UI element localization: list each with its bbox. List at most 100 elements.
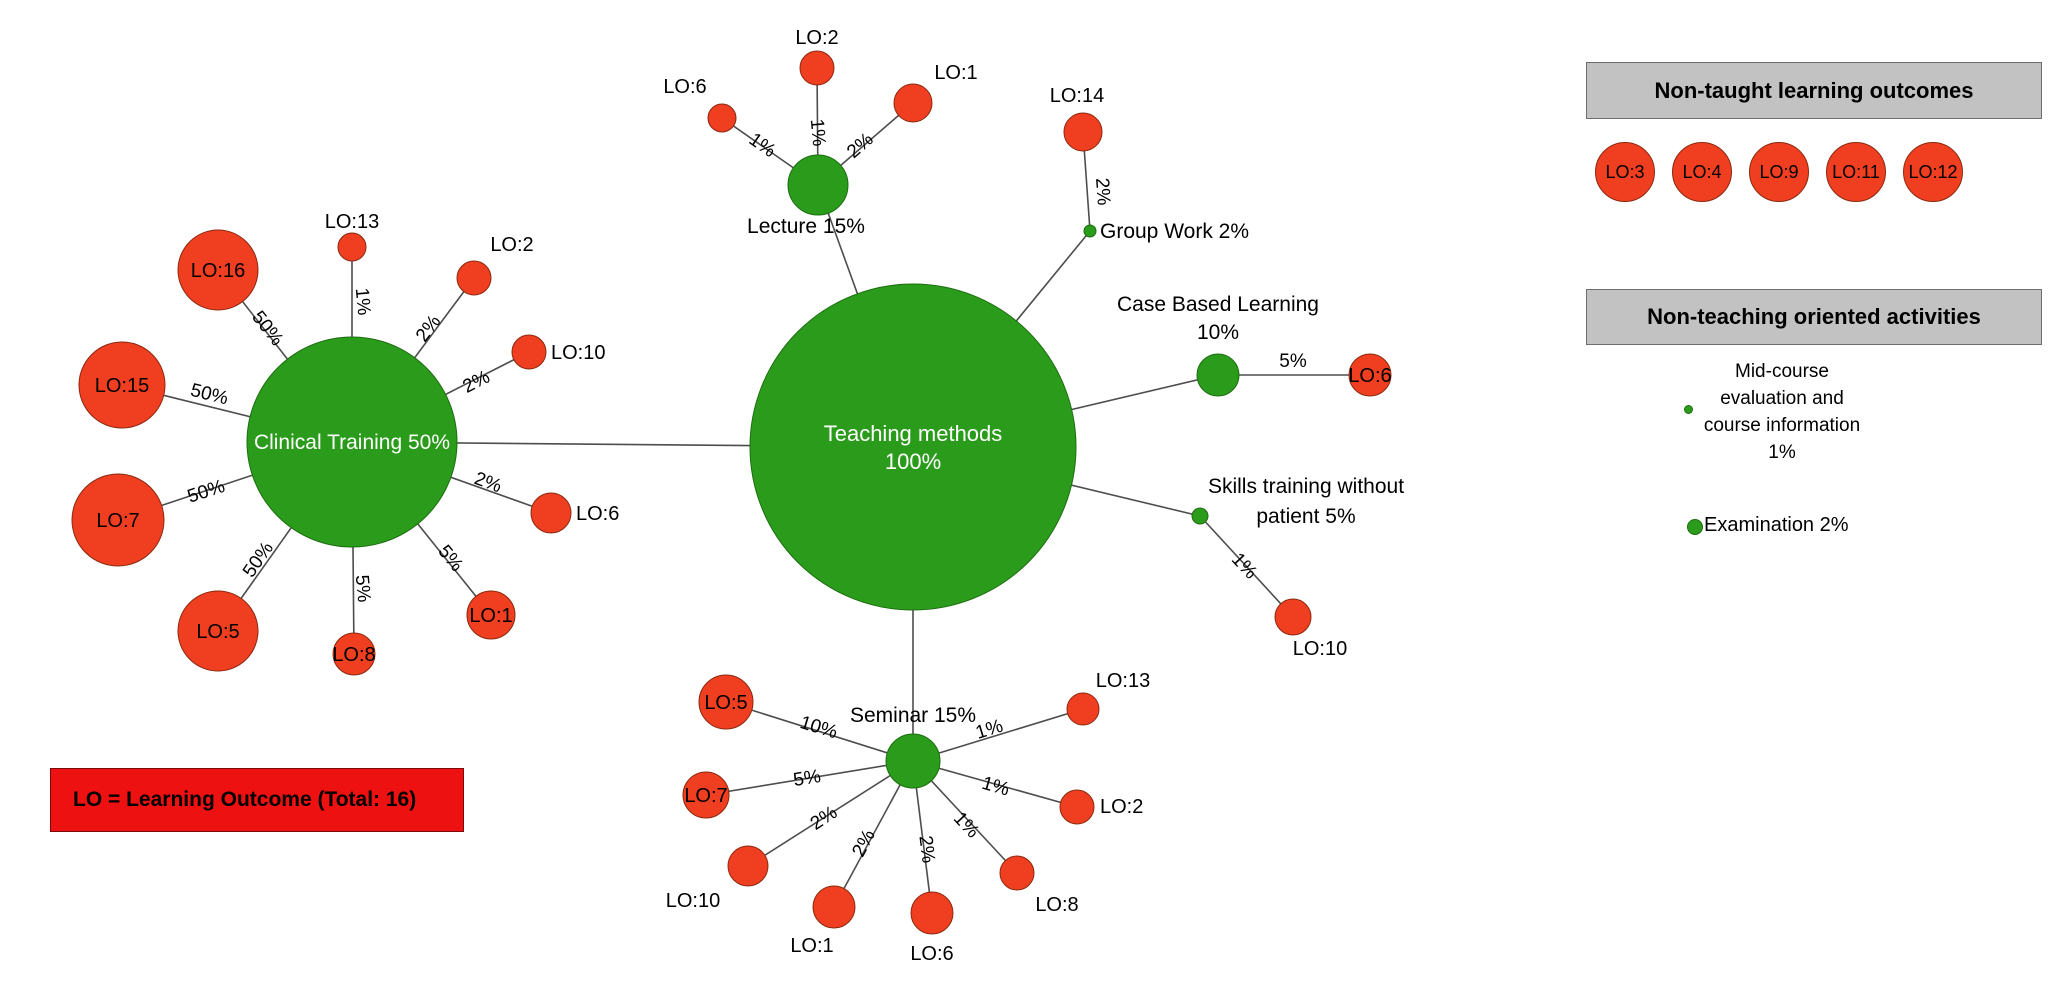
- label-groupwork: Group Work 2%: [1100, 220, 1249, 243]
- node-groupwork: [1083, 224, 1097, 238]
- label-lo8s: LO:8: [1035, 894, 1078, 916]
- edge-label-seminar-lo7s: 5%: [792, 766, 823, 791]
- edge-label-clinical-lo1c: 5%: [433, 541, 467, 576]
- label-lo15: LO:15: [95, 375, 149, 397]
- edge-label-clinical-lo5c: 50%: [239, 538, 278, 581]
- edge-label-seminar-lo8s: 1%: [949, 808, 983, 842]
- lo-circle-lo9: LO:9: [1749, 142, 1809, 202]
- edge-seminar-lo13s: [912, 708, 1084, 762]
- edge-seminar-lo2s: [912, 760, 1078, 808]
- label-lo6cb: LO:6: [1348, 365, 1391, 387]
- non-teaching-activities-header: Non-teaching oriented activities: [1586, 289, 2042, 345]
- label-cbl: Case Based Learning 10%: [1117, 293, 1319, 344]
- edge-label-clinical-lo8c: 5%: [351, 574, 374, 603]
- node-lecture: [787, 154, 849, 216]
- label-lo1l: LO:1: [934, 62, 977, 84]
- label-skills: Skills training without patient 5%: [1208, 475, 1404, 528]
- edge-label-seminar-lo10m: 2%: [807, 802, 842, 835]
- node-lo13c: [337, 232, 367, 262]
- label-lo6l: LO:6: [663, 76, 706, 98]
- lo-label: LO:3: [1605, 161, 1645, 182]
- lo-circle-lo3: LO:3: [1595, 142, 1655, 202]
- label-lo10m: LO:10: [666, 890, 720, 912]
- edge-label-skills-lo10s: 1%: [1227, 549, 1261, 583]
- label-lo1c: LO:1: [469, 605, 512, 627]
- edge-label-clinical-lo2c: 2%: [412, 311, 445, 346]
- node-lo5c: [177, 590, 259, 672]
- node-lo6c: [530, 492, 572, 534]
- node-lo13s: [1066, 692, 1100, 726]
- legend-box: LO = Learning Outcome (Total: 16): [50, 768, 464, 832]
- label-lo14: LO:14: [1050, 85, 1104, 107]
- label-lo10s: LO:10: [1293, 638, 1347, 660]
- node-lo7c: [71, 473, 165, 567]
- examination-dot-icon: [1687, 519, 1703, 535]
- edge-label-clinical-lo7c: 50%: [185, 476, 228, 508]
- label-lo2s: LO:2: [1100, 796, 1143, 818]
- edge-label-clinical-lo16: 50%: [247, 307, 287, 350]
- edge-label-cbl-lo6cb: 5%: [1279, 351, 1307, 372]
- label-lecture: Lecture 15%: [747, 215, 865, 238]
- edge-label-clinical-lo6c: 2%: [471, 468, 504, 497]
- node-lo8s: [999, 855, 1035, 891]
- edge-label-seminar-lo2s: 1%: [979, 773, 1011, 801]
- label-lo7c: LO:7: [96, 510, 139, 532]
- label-lo10c: LO:10: [551, 342, 605, 364]
- edge-label-seminar-lo5s: 10%: [797, 712, 840, 743]
- node-lo7s: [682, 771, 730, 819]
- label-lo8c: LO:8: [332, 644, 375, 666]
- label-clinical: Clinical Training 50%: [254, 431, 450, 454]
- edge-label-clinical-lo13c: 1%: [351, 287, 374, 316]
- edge-label-clinical-lo15: 50%: [188, 380, 230, 410]
- lo-label: LO:11: [1832, 161, 1880, 182]
- non-taught-lo-row: LO:3 LO:4 LO:9 LO:11 LO:12: [1595, 142, 1963, 202]
- edge-label-lecture-lo2l: 1%: [806, 118, 829, 147]
- node-lo15: [78, 341, 166, 429]
- node-cbl: [1196, 353, 1240, 397]
- node-lo14: [1063, 112, 1103, 152]
- edge-label-lecture-lo6l: 1%: [745, 129, 780, 162]
- label-lo6c: LO:6: [576, 503, 619, 525]
- edge-label-seminar-lo6s: 2%: [914, 834, 938, 864]
- node-clinical: [246, 336, 458, 548]
- edge-seminar-lo5s: [725, 701, 914, 762]
- edge-seminar-lo10m: [747, 760, 914, 867]
- midcourse-label: Mid-course evaluation and course informa…: [1703, 361, 1861, 463]
- node-lo10m: [727, 845, 769, 887]
- midcourse-dot-icon: [1684, 405, 1693, 414]
- label-lo7s: LO:7: [684, 785, 727, 807]
- node-lo10s: [1274, 598, 1312, 636]
- label-lo6s: LO:6: [910, 943, 953, 965]
- node-lo1l: [893, 83, 933, 123]
- label-lo13c: LO:13: [325, 211, 379, 233]
- node-lo8c: [332, 632, 376, 676]
- label-lo13s: LO:13: [1096, 670, 1150, 692]
- edge-seminar-lo7s: [705, 760, 914, 796]
- node-lo16: [177, 229, 259, 311]
- label-lo1s: LO:1: [790, 935, 833, 957]
- lo-circle-lo12: LO:12: [1903, 142, 1963, 202]
- node-teaching: [749, 283, 1077, 611]
- node-lo1c: [466, 590, 516, 640]
- lo-circle-lo4: LO:4: [1672, 142, 1732, 202]
- node-lo5s: [698, 674, 754, 730]
- node-lo6cb: [1348, 353, 1392, 397]
- edge-label-seminar-lo13s: 1%: [973, 716, 1006, 744]
- non-taught-outcomes-header: Non-taught learning outcomes: [1586, 62, 2042, 119]
- node-lo6s: [910, 891, 954, 935]
- label-lo5s: LO:5: [704, 692, 747, 714]
- label-lo2c: LO:2: [490, 234, 533, 256]
- node-lo10c: [511, 334, 547, 370]
- edge-label-groupwork-lo14: 2%: [1091, 177, 1114, 206]
- label-teaching: Teaching methods 100%: [824, 421, 1003, 474]
- node-lo1s: [812, 885, 856, 929]
- node-lo2s: [1059, 789, 1095, 825]
- lo-label: LO:9: [1759, 161, 1799, 182]
- node-lo2c: [456, 260, 492, 296]
- node-skills: [1191, 507, 1209, 525]
- lo-circle-lo11: LO:11: [1826, 142, 1886, 202]
- edge-seminar-lo1s: [833, 760, 914, 908]
- node-lo2l: [799, 50, 835, 86]
